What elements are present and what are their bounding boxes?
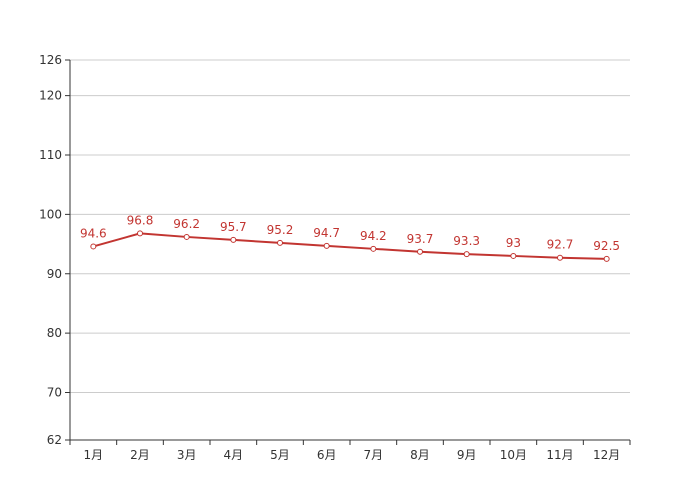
x-axis-ticks: 1月 2月 3月 4月 5月 6月 7月 8月 9月 10月 11月 12月	[69, 440, 631, 462]
x-tick-label: 12月	[593, 448, 620, 462]
x-tick-label: 9月	[457, 448, 477, 462]
x-tick-label: 6月	[317, 448, 337, 462]
data-point[interactable]	[323, 242, 330, 249]
y-tick-label: 70	[47, 386, 62, 400]
data-label: 92.5	[593, 239, 620, 253]
data-point[interactable]	[277, 239, 283, 246]
data-point[interactable]	[417, 248, 423, 255]
data-point[interactable]	[230, 236, 237, 243]
data-point[interactable]	[183, 233, 190, 240]
series-group	[90, 230, 610, 262]
y-tick-label: 90	[47, 267, 62, 281]
x-tick-label: 7月	[364, 448, 384, 462]
x-tick-label: 4月	[224, 448, 244, 462]
data-point[interactable]	[137, 230, 143, 237]
data-label: 94.2	[360, 229, 387, 243]
data-point[interactable]	[370, 245, 377, 252]
data-point[interactable]	[557, 254, 563, 261]
series-line	[93, 232, 607, 260]
y-tick-label: 62	[47, 433, 62, 447]
x-tick-label: 5月	[270, 448, 290, 462]
x-tick-label: 3月	[177, 448, 197, 462]
data-label: 96.8	[127, 213, 154, 227]
y-tick-label: 126	[39, 53, 62, 67]
data-point[interactable]	[90, 243, 97, 250]
data-label: 93.3	[453, 234, 480, 248]
data-label: 94.6	[80, 226, 107, 240]
x-tick-label: 11月	[546, 448, 573, 462]
x-tick-label: 1月	[84, 448, 104, 462]
x-tick-label: 2月	[130, 448, 150, 462]
y-tick-label: 120	[39, 89, 62, 103]
data-point[interactable]	[603, 255, 610, 262]
data-label: 96.2	[173, 217, 200, 231]
y-tick-label: 100	[39, 207, 62, 221]
data-label: 95.2	[267, 223, 294, 237]
data-label: 93	[506, 236, 521, 250]
grid-lines	[70, 59, 630, 393]
data-label: 92.7	[547, 238, 574, 252]
x-tick-label: 10月	[500, 448, 527, 462]
y-tick-label: 80	[47, 326, 62, 340]
y-axis-ticks: 62 70 80 90 100 110 120 126	[39, 53, 70, 447]
data-label: 95.7	[220, 220, 247, 234]
x-tick-label: 8月	[410, 448, 430, 462]
y-tick-label: 110	[39, 148, 62, 162]
data-point[interactable]	[510, 252, 517, 259]
data-label: 94.7	[313, 226, 340, 240]
data-label: 93.7	[407, 232, 434, 246]
data-point[interactable]	[463, 251, 470, 258]
data-labels: 94.6 96.8 96.2 95.7 95.2 94.7 94.2 93.7 93.3 93 92…	[80, 213, 620, 253]
